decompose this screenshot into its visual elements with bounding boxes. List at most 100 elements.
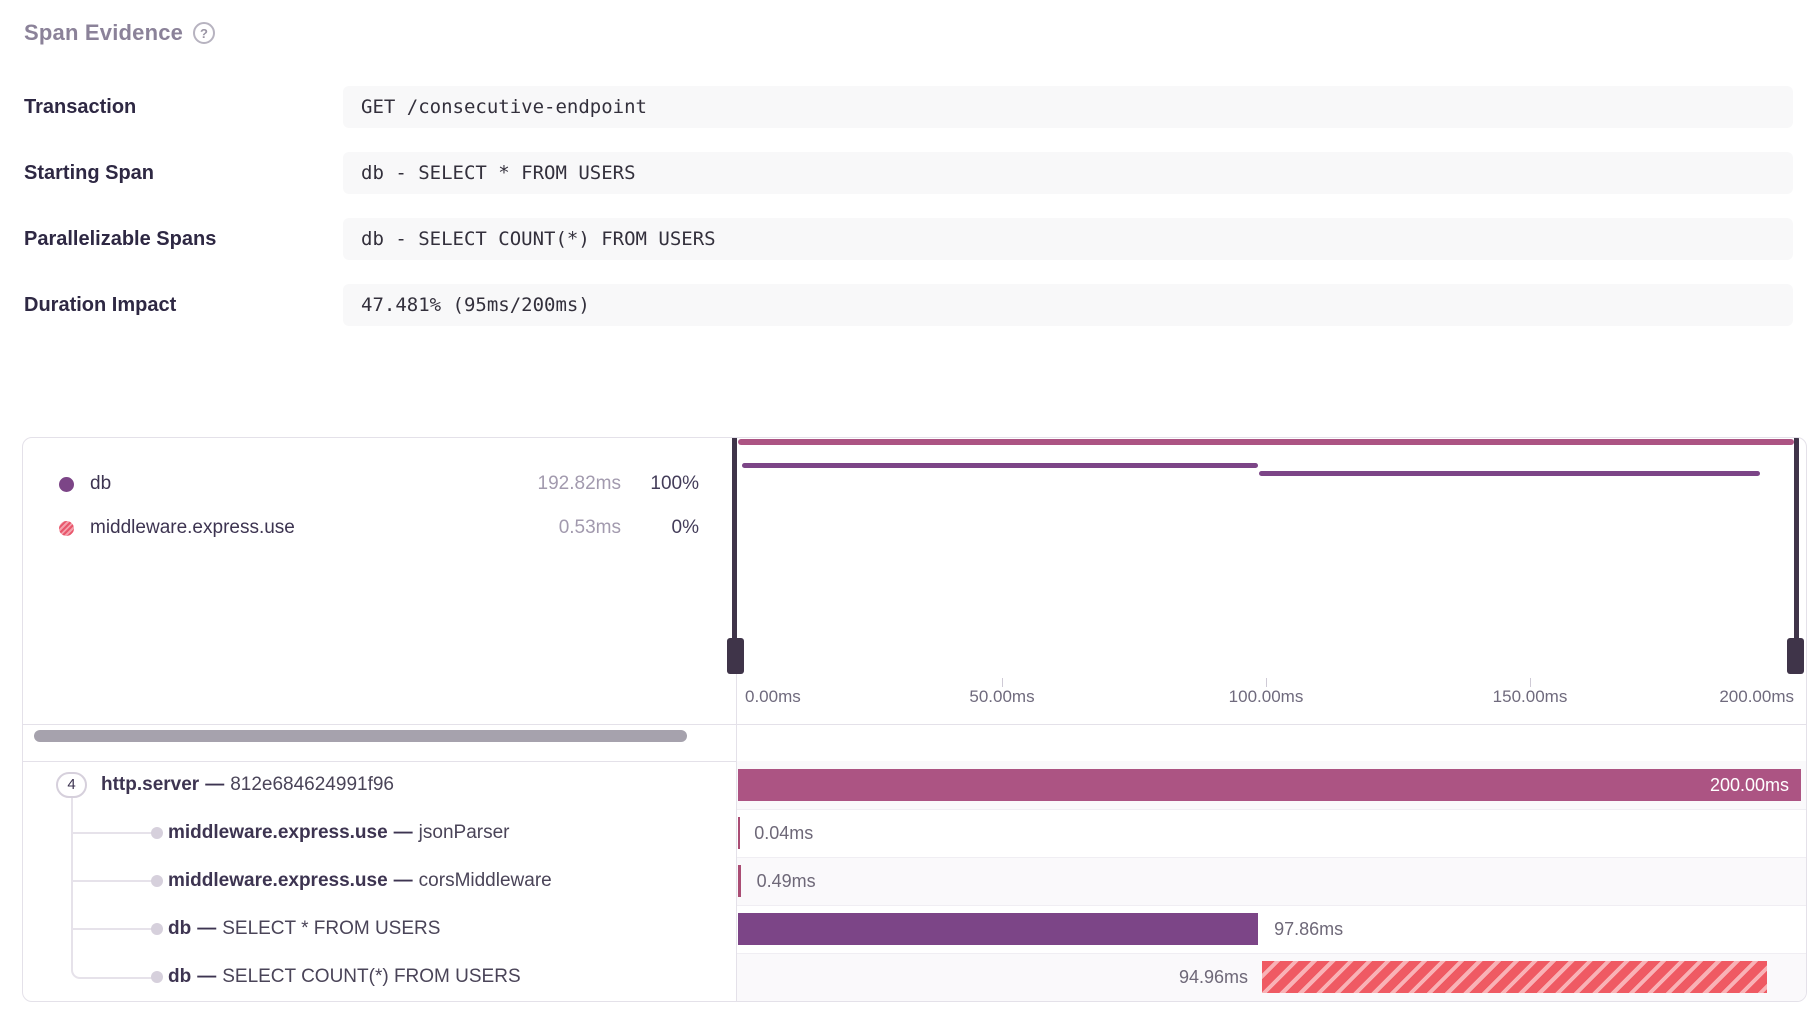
span-separator: — [205,774,225,795]
page-title: Span Evidence ? [24,20,216,46]
evidence-label: Parallelizable Spans [24,228,217,250]
minimap-bar-http-server [738,439,1794,445]
span-separator: — [197,918,217,939]
tree-dot [151,971,163,983]
axis-label: 0.00ms [745,687,801,706]
span-bar-track: 97.86ms [738,905,1801,953]
legend-item-middleware: middleware.express.use 0.53ms 0% [59,506,699,550]
legend-duration: 192.82ms [537,473,621,494]
span-bar[interactable] [738,865,741,897]
legend-name: db [90,473,112,494]
span-row-db-select[interactable]: db — SELECT * FROM USERS 97.86ms [23,905,1806,953]
span-bar-track: 0.49ms [738,857,1801,905]
evidence-label: Transaction [24,96,137,118]
evidence-label: Duration Impact [24,294,177,316]
evidence-row: Transaction GET /consecutive-endpoint [24,86,1793,128]
span-bar-track: 200.00ms [738,761,1801,809]
axis-tick [1530,678,1531,687]
evidence-row: Starting Span db - SELECT * FROM USERS [24,152,1793,194]
tree-connector-branch [73,880,157,882]
row-background [737,809,1806,857]
db-color-swatch [59,476,74,492]
axis-tick [1002,678,1003,687]
span-separator: — [393,870,413,891]
span-op: db [168,966,192,987]
tree-dot [151,923,163,935]
axis-tick [1266,678,1267,687]
span-op: middleware.express.use [168,870,388,891]
horizontal-scrollbar-thumb[interactable] [34,730,687,742]
span-bar[interactable] [738,817,740,849]
span-row-http-server[interactable]: 4 http.server —812e684624991f96 200.00ms [23,761,1806,809]
row-background [737,857,1806,905]
span-duration-label: 0.49ms [756,871,816,891]
minimap-left-handle-line [732,438,737,638]
span-row-db-count[interactable]: db — SELECT COUNT(*) FROM USERS 94.96ms [23,953,1806,1001]
tree-connector-branch [73,928,157,930]
legend-duration: 0.53ms [558,517,621,538]
legend: db 192.82ms 100% middleware.express.use … [59,462,699,550]
span-row-corsmiddleware[interactable]: middleware.express.use — corsMiddleware 0.… [23,857,1806,905]
axis-divider [23,724,1806,725]
axis-label: 100.00ms [1228,687,1304,706]
span-count-badge[interactable]: 4 [56,772,87,798]
legend-name: middleware.express.use [90,517,295,538]
evidence-row: Duration Impact 47.481% (95ms/200ms) [24,284,1793,326]
span-bar-striped[interactable] [1262,961,1767,993]
span-title: middleware.express.use — corsMiddleware [168,857,552,905]
span-bar-track: 94.96ms [738,953,1801,1001]
axis-label: 150.00ms [1492,687,1568,706]
evidence-value: db - SELECT COUNT(*) FROM USERS [343,218,1793,260]
span-op: db [168,918,192,939]
column-divider [736,438,737,1001]
row-background [737,905,1806,953]
span-op: http.server [101,774,200,795]
tree-connector-elbow [71,965,157,979]
span-op: middleware.express.use [168,822,388,843]
legend-percent: 100% [650,473,699,494]
axis-label: 200.00ms [1719,687,1794,706]
page-title-text: Span Evidence [24,20,184,45]
tree-dot [151,827,163,839]
span-bar[interactable] [738,913,1259,945]
span-description: SELECT * FROM USERS [222,918,441,939]
span-row-jsonparser[interactable]: middleware.express.use — jsonParser 0.04ms [23,809,1806,857]
span-title: middleware.express.use — jsonParser [168,809,510,857]
span-description: SELECT COUNT(*) FROM USERS [222,966,521,987]
evidence-row: Parallelizable Spans db - SELECT COUNT(*… [24,218,1793,260]
evidence-value: 47.481% (95ms/200ms) [343,284,1793,326]
span-bar-track: 0.04ms [738,809,1801,857]
evidence-label: Starting Span [24,162,155,184]
tree-connector-line [71,798,73,965]
span-bar[interactable] [738,769,1801,801]
tree-connector-branch [73,832,157,834]
span-title: http.server —812e684624991f96 [101,761,394,809]
evidence-list: Transaction GET /consecutive-endpoint St… [24,86,1793,326]
span-separator: — [197,966,217,987]
span-duration-label: 200.00ms [1709,775,1789,795]
help-icon[interactable]: ? [193,22,216,44]
span-separator: — [393,822,413,843]
span-duration-label: 97.86ms [1274,919,1344,939]
span-description: 812e684624991f96 [230,774,394,795]
span-description: corsMiddleware [418,870,552,891]
minimap-bar-db-count [1258,471,1760,476]
span-title: db — SELECT * FROM USERS [168,905,440,953]
legend-item-db: db 192.82ms 100% [59,462,699,506]
minimap-left-handle[interactable] [727,638,744,674]
minimap-right-handle[interactable] [1787,638,1804,674]
tree-dot [151,875,163,887]
span-description: jsonParser [418,822,510,843]
middleware-color-swatch [59,520,74,536]
span-waterfall-panel: db 192.82ms 100% middleware.express.use … [22,437,1807,1002]
minimap-right-handle-line [1794,438,1799,638]
evidence-value: db - SELECT * FROM USERS [343,152,1793,194]
legend-percent: 0% [671,517,699,538]
span-duration-label: 0.04ms [754,823,814,843]
span-duration-label: 94.96ms [1179,967,1249,987]
span-title: db — SELECT COUNT(*) FROM USERS [168,953,521,1001]
minimap-bar-db-select [741,463,1259,468]
minimap[interactable] [738,439,1794,481]
evidence-value: GET /consecutive-endpoint [343,86,1793,128]
